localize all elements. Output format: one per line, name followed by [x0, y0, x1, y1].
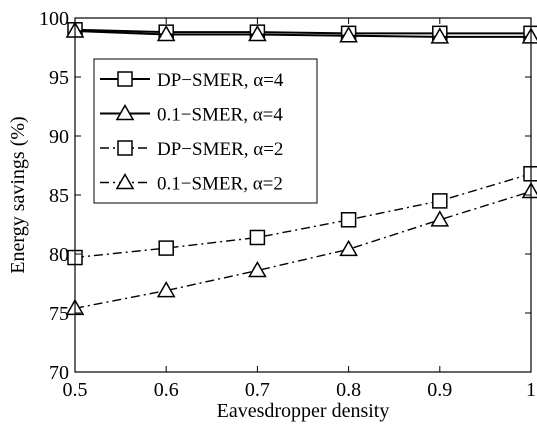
data-point [248, 24, 267, 42]
y-tick-label: 75 [49, 303, 69, 325]
y-tick-label: 100 [39, 8, 69, 30]
data-point [115, 103, 135, 121]
legend-label: DP−SMER, α=2 [157, 139, 283, 160]
data-point [430, 210, 450, 227]
data-point [117, 71, 133, 87]
data-point [158, 240, 174, 256]
series-line [74, 29, 531, 38]
data-point [117, 140, 133, 156]
x-axis-label: Eavesdropper density [217, 400, 390, 422]
data-point [115, 172, 135, 190]
x-tick-label: 0.8 [336, 379, 361, 401]
x-tick-label: 0.6 [154, 379, 179, 401]
series-line [74, 28, 531, 35]
legend-entry: DP−SMER, α=2 [100, 139, 283, 160]
data-point [432, 193, 448, 209]
y-tick-label: 95 [49, 67, 69, 89]
data-point [340, 212, 357, 228]
x-tick-label: 1 [526, 379, 536, 401]
x-tick-label: 0.7 [245, 379, 270, 401]
y-tick-label: 85 [49, 185, 69, 207]
data-point [156, 24, 176, 42]
x-tick-label: 0.9 [427, 379, 452, 401]
data-point [249, 229, 266, 246]
y-tick-label: 80 [49, 244, 69, 266]
y-axis-label: Energy savings (%) [7, 116, 29, 273]
data-point [248, 260, 267, 278]
data-point [156, 281, 176, 298]
series-2 [65, 21, 537, 44]
series-line [74, 190, 532, 309]
legend-entry: DP−SMER, α=4 [100, 70, 284, 91]
y-tick-label: 90 [49, 126, 69, 148]
plot-layer [65, 21, 537, 316]
ticks-layer: 0.5 0.6 0.7 0.8 0.9 1 70 75 80 85 90 95 100 [39, 8, 536, 401]
series-4 [65, 181, 537, 316]
data-point [339, 239, 358, 257]
data-point [339, 26, 358, 43]
legend-label: 0.1−SMER, α=4 [157, 105, 283, 126]
series-line [74, 173, 532, 259]
legend: DP−SMER, α=4 0.1−SMER, α=4 DP−SMER, α=2 0.1… [93, 58, 318, 204]
data-point [430, 27, 450, 44]
y-tick-label: 70 [49, 362, 69, 384]
legend-label: DP−SMER, α=4 [157, 70, 284, 91]
legend-entry: 0.1−SMER, α=4 [100, 103, 283, 126]
legend-entry: 0.1−SMER, α=2 [100, 172, 283, 195]
x-tick-label: 0.5 [63, 379, 88, 401]
legend-label: 0.1−SMER, α=2 [157, 174, 283, 195]
